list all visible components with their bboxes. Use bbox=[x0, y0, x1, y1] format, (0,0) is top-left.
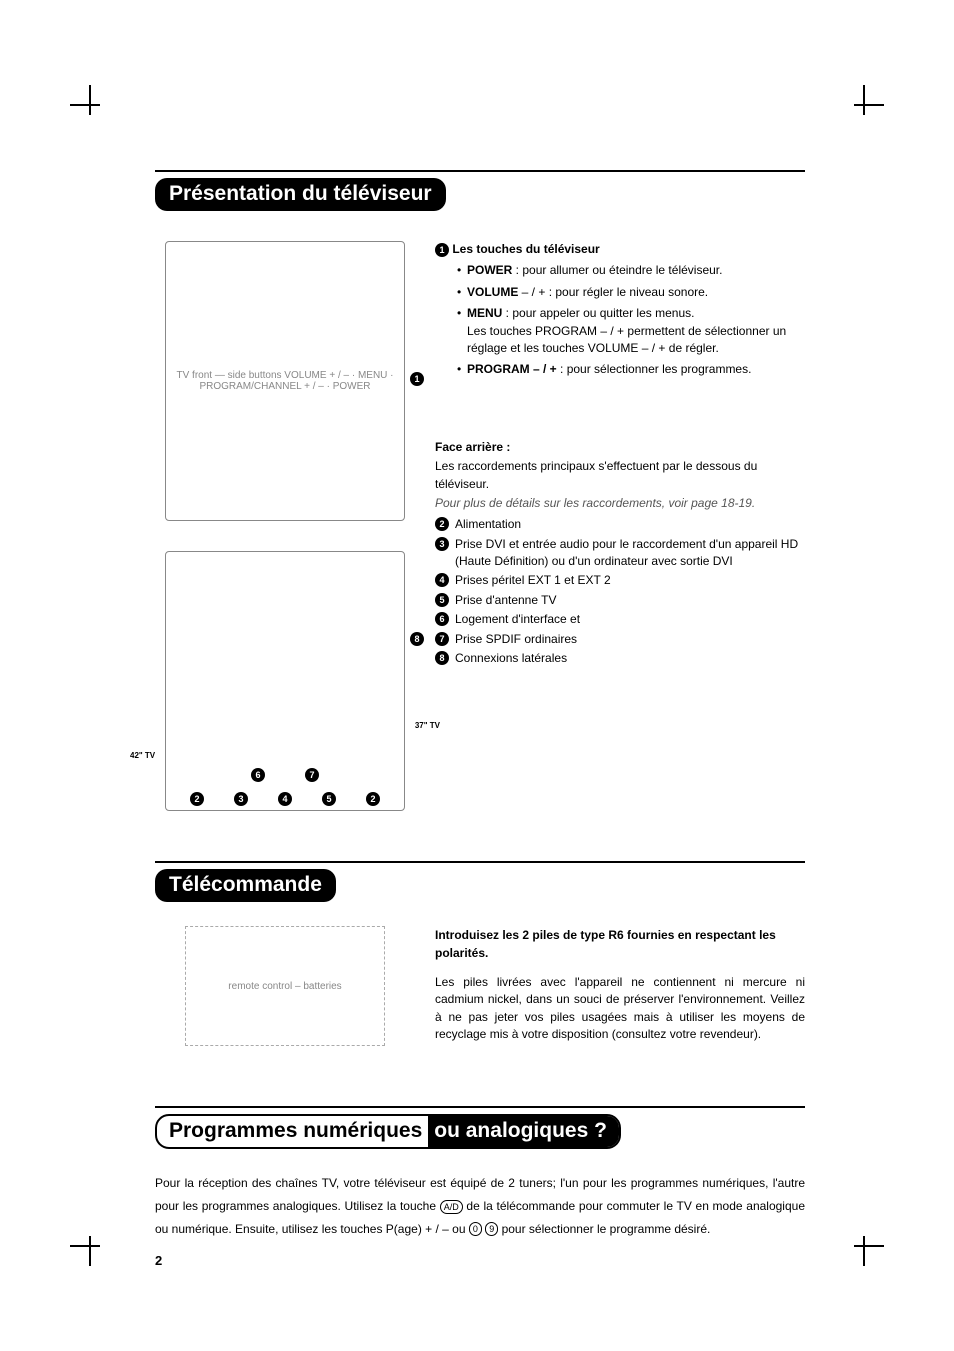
battery-instruction-text: Les piles livrées avec l'appareil ne con… bbox=[435, 974, 805, 1044]
rear-item-4: Prises péritel EXT 1 et EXT 2 bbox=[455, 572, 611, 589]
key-ad-icon: A/D bbox=[440, 1200, 463, 1214]
rear-item-6: Logement d'interface et bbox=[455, 611, 580, 628]
rear-badge-2: 2 bbox=[435, 517, 449, 531]
crop-mark bbox=[844, 85, 884, 125]
callout-5-icon: 5 bbox=[322, 792, 336, 806]
callout-4-icon: 4 bbox=[278, 792, 292, 806]
crop-mark bbox=[70, 85, 110, 125]
rear-badge-4: 4 bbox=[435, 573, 449, 587]
page-number: 2 bbox=[155, 1253, 162, 1268]
callout-8-icon: 8 bbox=[410, 632, 424, 646]
crop-mark bbox=[70, 1226, 110, 1266]
rear-list: 2 Alimentation 3 Prise DVI et entrée audio… bbox=[435, 516, 805, 667]
remote-diagram-column: remote control – batteries bbox=[155, 926, 435, 1066]
section-heading-remote: Télécommande bbox=[155, 869, 336, 902]
bullet-program: • PROGRAM – / + : pour sélectionner les … bbox=[457, 361, 805, 378]
section-programs: Programmes numériques ou analogiques ? P… bbox=[155, 1106, 805, 1240]
section-heading-presentation: Présentation du téléviseur bbox=[155, 178, 446, 211]
item1-row: 1 Les touches du téléviseur bbox=[435, 241, 805, 258]
label-42-tv: 42" TV bbox=[130, 751, 155, 760]
label-37-tv: 37" TV bbox=[415, 721, 440, 730]
callout-7-icon: 7 bbox=[305, 768, 319, 782]
section-remote: Télécommande remote control – batteries … bbox=[155, 861, 805, 1066]
page-content: Présentation du téléviseur TV front — si… bbox=[155, 170, 805, 1240]
rear-note: Pour plus de détails sur les raccordemen… bbox=[435, 495, 805, 512]
presentation-text-column: 1 Les touches du téléviseur • POWER : po… bbox=[435, 241, 805, 811]
rear-title: Face arrière : bbox=[435, 439, 805, 456]
crop-mark bbox=[844, 1226, 884, 1266]
key-0-icon: 0 bbox=[469, 1222, 482, 1236]
remote-diagram: remote control – batteries bbox=[185, 926, 385, 1046]
rear-badge-3: 3 bbox=[435, 537, 449, 551]
key-9-icon: 9 bbox=[485, 1222, 498, 1236]
callout-6-icon: 6 bbox=[251, 768, 265, 782]
rear-item-8: Connexions latérales bbox=[455, 650, 567, 667]
rear-item-7: Prise SPDIF ordinaires bbox=[455, 631, 577, 648]
section-rule bbox=[155, 1106, 805, 1108]
callout-2b-icon: 2 bbox=[366, 792, 380, 806]
tv-front-diagram: TV front — side buttons VOLUME + / – · M… bbox=[165, 241, 405, 521]
programs-heading-left: Programmes numériques bbox=[157, 1116, 428, 1147]
rear-intro: Les raccordements principaux s'effectuen… bbox=[435, 458, 805, 493]
tv-rear-diagram: 42" TV 37" TV 6 7 8 1 2 3 4 5 2 bbox=[165, 551, 405, 811]
item1-title: Les touches du téléviseur bbox=[452, 242, 599, 256]
callout-1-icon: 1 bbox=[410, 372, 424, 386]
programs-body-text: Pour la réception des chaînes TV, votre … bbox=[155, 1172, 805, 1240]
rear-badge-8: 8 bbox=[435, 651, 449, 665]
tv-buttons-list: • POWER : pour allumer ou éteindre le té… bbox=[457, 262, 805, 378]
rear-item-3: Prise DVI et entrée audio pour le raccor… bbox=[455, 536, 805, 571]
bullet-volume: • VOLUME – / + : pour régler le niveau s… bbox=[457, 284, 805, 301]
battery-instruction-title: Introduisez les 2 piles de type R6 fourn… bbox=[435, 926, 805, 962]
bullet-menu-extra: Les touches PROGRAM – / + permettent de … bbox=[467, 323, 805, 358]
callout-1-badge: 1 bbox=[435, 243, 449, 257]
section-rule bbox=[155, 170, 805, 172]
rear-badge-6: 6 bbox=[435, 612, 449, 626]
rear-badge-7: 7 bbox=[435, 632, 449, 646]
callout-3-icon: 3 bbox=[234, 792, 248, 806]
bullet-menu: • MENU : pour appeler ou quitter les men… bbox=[457, 305, 805, 357]
callout-2-icon: 2 bbox=[190, 792, 204, 806]
programs-heading-right: ou analogiques ? bbox=[428, 1116, 619, 1147]
tv-diagram-column: TV front — side buttons VOLUME + / – · M… bbox=[155, 241, 435, 811]
section-rule bbox=[155, 861, 805, 863]
section-heading-programs: Programmes numériques ou analogiques ? bbox=[155, 1114, 621, 1149]
rear-badge-5: 5 bbox=[435, 593, 449, 607]
rear-item-2: Alimentation bbox=[455, 516, 521, 533]
rear-item-5: Prise d'antenne TV bbox=[455, 592, 556, 609]
bullet-power: • POWER : pour allumer ou éteindre le té… bbox=[457, 262, 805, 279]
